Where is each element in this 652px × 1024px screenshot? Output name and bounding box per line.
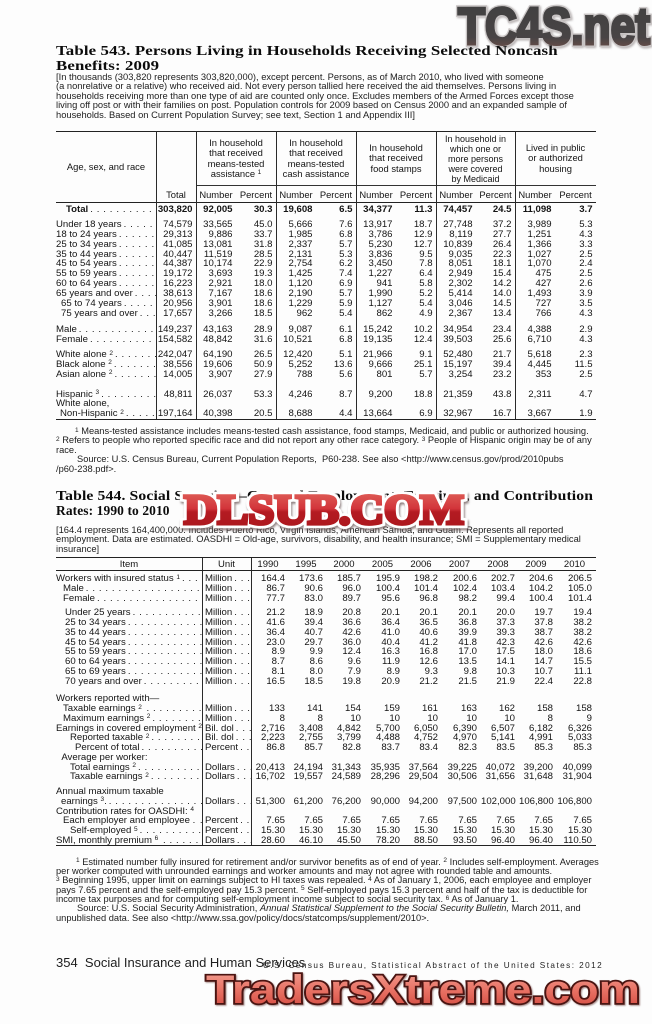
- svg-text:DLSUB.COM: DLSUB.COM: [184, 488, 464, 534]
- svg-text:TC4S.net: TC4S.net: [458, 0, 650, 52]
- svg-text:TradersXtreme.com: TradersXtreme.com: [206, 968, 640, 1012]
- svg-text:TC4S.net: TC4S.net: [458, 0, 650, 52]
- svg-text:DLSUB.COM: DLSUB.COM: [184, 488, 464, 534]
